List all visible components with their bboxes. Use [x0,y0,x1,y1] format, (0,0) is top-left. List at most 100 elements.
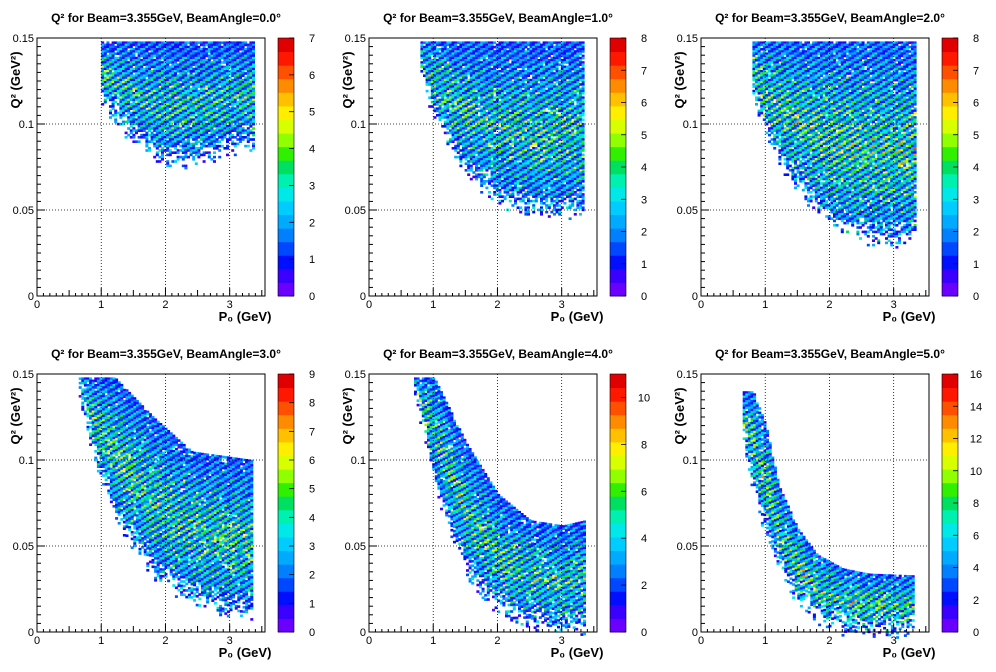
heatmap-cell [488,133,491,137]
heatmap-cell [155,116,159,119]
heatmap-cell [521,118,525,121]
heatmap-cell [490,78,494,82]
heatmap-cell [446,59,450,62]
heatmap-cell [524,118,528,121]
heatmap-cell [239,127,242,130]
heatmap-cell [239,111,242,115]
heatmap-cell [519,114,523,117]
heatmap-cell [459,125,463,128]
heatmap-cell [511,153,515,157]
heatmap-cell [200,131,203,135]
heatmap-cell [456,125,460,128]
heatmap-cell [168,72,172,75]
heatmap-cell [467,59,471,62]
heatmap-cell [493,76,497,80]
heatmap-cell [111,59,115,62]
heatmap-cell [449,138,452,141]
heatmap-cell [493,111,497,115]
heatmap-cell [532,87,536,91]
heatmap-cell [111,81,115,84]
heatmap-cell [171,65,175,69]
heatmap-cell [482,151,486,154]
heatmap-cell [527,155,530,159]
heatmap-cell [171,83,175,86]
heatmap-cell [495,48,499,51]
heatmap-cell [469,140,473,143]
heatmap-cell [498,116,502,119]
heatmap-cell [226,111,229,115]
heatmap-cell [109,76,112,80]
heatmap-cell [475,125,478,128]
heatmap-cell [155,118,159,121]
heatmap-cell [142,127,146,130]
heatmap-cell [480,169,484,172]
heatmap-cell [490,41,494,44]
heatmap-cell [454,63,458,66]
heatmap-cell [503,153,507,157]
heatmap-cell [506,54,510,58]
heatmap-cell [200,85,203,88]
heatmap-cell [181,105,185,108]
heatmap-cell [140,70,144,73]
heatmap-cell [109,74,112,77]
heatmap-cell [516,186,520,190]
heatmap-cell [116,50,120,53]
heatmap-cell [119,59,123,62]
heatmap-cell [475,65,478,69]
heatmap-cell [514,177,517,181]
heatmap-cell [145,61,149,64]
heatmap-cell [213,151,216,154]
heatmap-cell [532,206,536,209]
heatmap-cell [197,85,201,88]
heatmap-cell [218,89,222,93]
heatmap-cell [506,41,510,44]
heatmap-cell [454,70,458,73]
heatmap-cell [529,173,533,176]
heatmap-cell [218,65,222,69]
heatmap-cell [506,120,510,124]
heatmap-cell [135,92,138,95]
heatmap-cell [477,122,481,126]
heatmap-cell [521,72,525,75]
heatmap-cell [168,164,172,168]
heatmap-cell [475,118,478,121]
heatmap-cell [181,107,185,110]
heatmap-cell [519,120,523,124]
heatmap-cell [503,116,507,119]
heatmap-cell [158,149,162,152]
heatmap-cell [171,70,175,73]
heatmap-cell [532,100,536,104]
heatmap-cell [454,52,458,55]
heatmap-cell [527,127,530,130]
heatmap-cell [202,131,206,135]
heatmap-cell [454,100,458,104]
heatmap-cell [129,114,133,117]
heatmap-cell [192,138,196,141]
heatmap-cell [495,87,499,91]
heatmap-cell [241,56,245,60]
heatmap-cell [236,76,240,80]
heatmap-cell [425,59,429,62]
heatmap-cell [482,92,486,95]
heatmap-cell [428,59,432,62]
heatmap-cell [501,175,504,179]
heatmap-cell [514,61,517,64]
heatmap-cell [503,140,507,143]
heatmap-cell [179,116,183,119]
heatmap-cell [511,74,515,77]
heatmap-cell [114,48,118,51]
heatmap-cell [246,56,250,60]
heatmap-cell [462,43,465,47]
heatmap-cell [503,151,507,154]
heatmap-cell [456,151,460,154]
heatmap-cell [244,67,248,71]
heatmap-cell [501,166,504,170]
heatmap-cell [231,63,235,66]
heatmap-cell [514,105,517,108]
heatmap-cell [511,92,515,95]
heatmap-cell [490,147,494,150]
heatmap-cell [231,43,235,47]
heatmap-cell [469,120,473,124]
heatmap-cell [482,109,486,113]
heatmap-cell [462,144,465,148]
